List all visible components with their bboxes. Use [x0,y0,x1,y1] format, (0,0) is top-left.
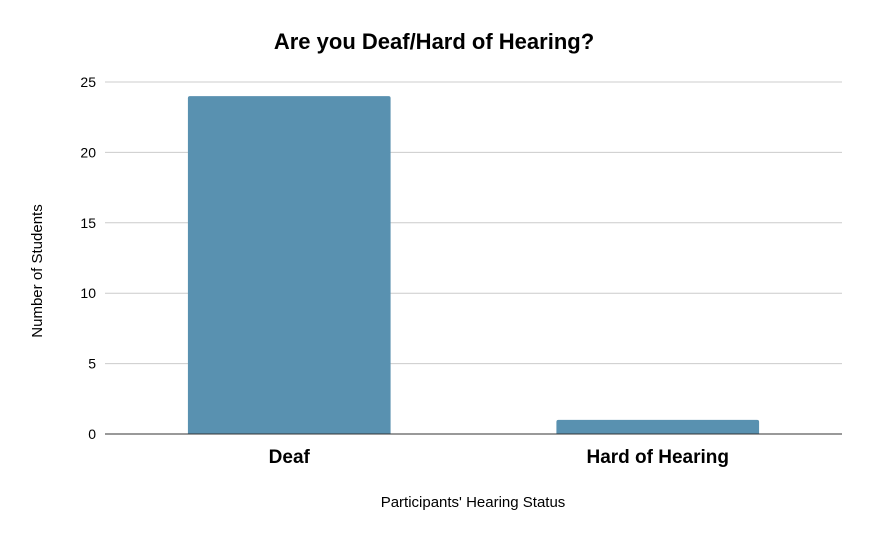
y-tick-label: 20 [80,144,96,160]
bars [187,96,760,434]
x-tick-label: Deaf [269,447,311,468]
bar-hard-of-hearing [556,419,760,434]
x-axis-ticks: Deaf Hard of Hearing [269,447,729,468]
y-tick-label: 0 [88,426,96,442]
y-axis-label: Number of Students [29,204,46,337]
bar-deaf [187,96,391,434]
y-tick-label: 5 [88,356,96,372]
x-axis-label: Participants' Hearing Status [381,494,566,511]
y-tick-label: 15 [80,215,96,231]
y-tick-label: 10 [80,285,96,301]
chart-title: Are you Deaf/Hard of Hearing? [274,29,594,54]
y-axis-ticks: 0 5 10 15 20 25 [80,74,96,442]
y-tick-label: 25 [80,74,96,90]
x-tick-label: Hard of Hearing [586,447,729,468]
